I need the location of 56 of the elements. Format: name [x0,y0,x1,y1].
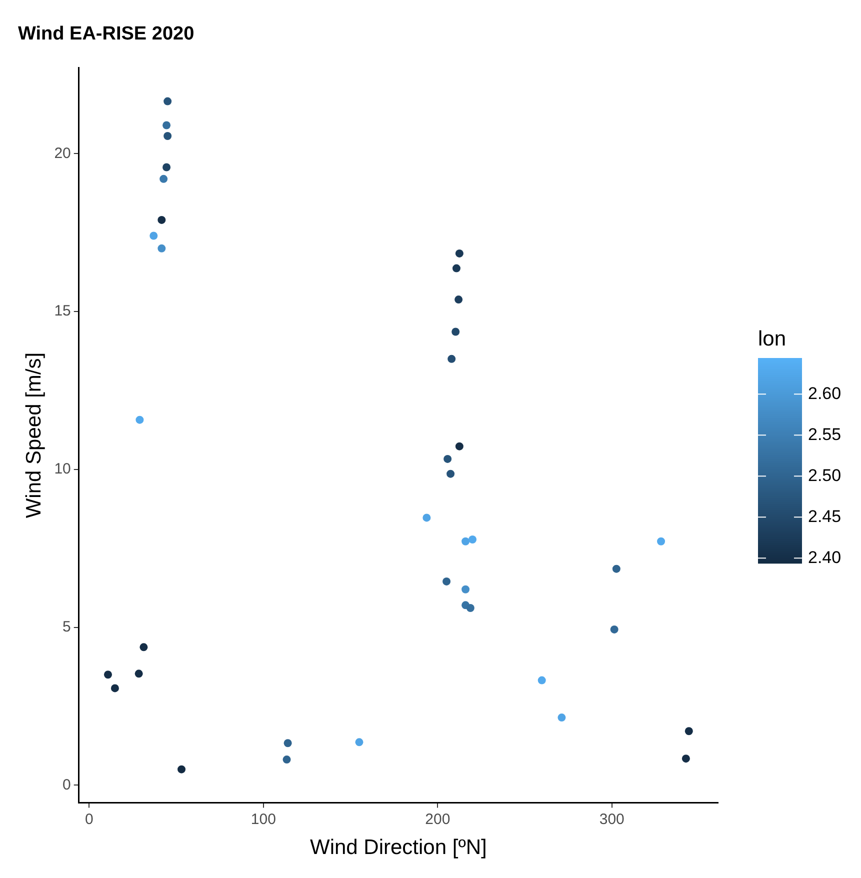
point [682,754,690,763]
y-tick-label: 0 [62,776,71,794]
point [610,625,618,634]
point [442,577,451,586]
point [422,514,431,522]
point [446,470,455,478]
point [150,232,158,240]
point [158,244,166,252]
point [466,604,474,612]
y-tick-label: 20 [54,144,71,162]
point [462,585,470,594]
color-bar-label: 2.45 [808,506,842,526]
point [104,670,112,679]
point [284,739,292,748]
x-axis-title: Wind Direction [ºN] [310,836,487,860]
point [558,714,566,722]
point [452,328,460,336]
point [454,296,463,304]
point [110,684,119,692]
color-bar-label: 2.50 [808,466,842,485]
point [455,249,464,258]
y-tick-label: 15 [54,302,71,320]
color-bar-label: 2.55 [808,424,842,444]
y-axis-title: Wind Speed [m/s] [22,352,46,518]
x-tick-label: 200 [425,810,450,828]
point [538,676,546,684]
point [657,537,666,546]
x-tick-label: 0 [84,810,94,828]
point [158,216,166,224]
point [178,765,186,774]
point [468,535,476,544]
point [612,564,620,573]
point [160,174,168,183]
point [164,97,172,106]
x-tick-label: 300 [599,810,624,828]
point [448,354,456,363]
color-bar-label: 2.40 [808,548,842,567]
chart-title: Wind EA-RISE 2020 [18,24,194,45]
y-tick-label: 10 [54,460,71,478]
point [684,727,693,736]
point [134,670,143,678]
y-tick-label: 5 [62,618,71,636]
color-bar-title: lon [758,327,786,350]
point [140,643,148,652]
point [136,416,144,424]
point [355,738,364,746]
x-tick-label: 100 [250,810,276,828]
color-bar-label: 2.60 [808,384,842,403]
point [444,454,452,463]
point [162,121,171,130]
point [455,442,464,450]
point [282,756,291,764]
point [462,537,470,546]
point [162,163,171,172]
point [452,264,460,272]
point [164,132,172,140]
